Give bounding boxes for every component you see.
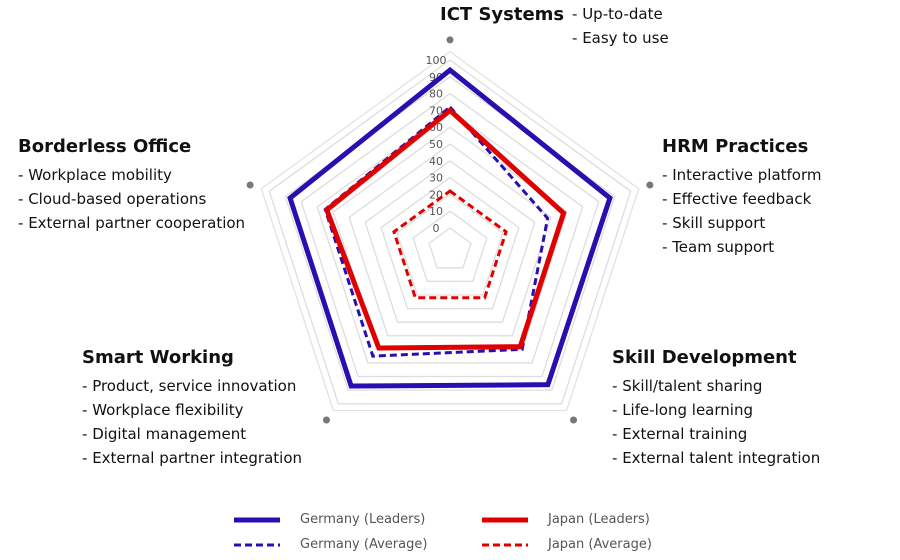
axis-end-dot (246, 181, 254, 189)
grid-ring (412, 210, 488, 283)
radial-tick-label: 50 (429, 138, 443, 151)
axis-end-dot (646, 181, 654, 189)
axis-details-skill-development: Skill/talent sharing Life-long learning … (612, 374, 820, 470)
radial-tick-label: 70 (429, 104, 443, 117)
axis-detail-item: Product, service innovation (82, 374, 302, 398)
grid-ring (428, 227, 472, 269)
axis-details-borderless-office: Workplace mobility Cloud-based operation… (18, 163, 245, 235)
legend-item-japan-leaders: Japan (Leaders) (480, 512, 650, 527)
axis-detail-item: Skill support (662, 211, 822, 235)
axis-detail-item: Effective feedback (662, 187, 822, 211)
axis-detail-item: Life-long learning (612, 398, 820, 422)
radial-tick-label: 100 (426, 54, 447, 67)
axis-end-dots (246, 36, 654, 424)
grid-ring (316, 109, 584, 364)
axis-title-skill-development: Skill Development (612, 347, 797, 368)
axis-title-hrm-practices: HRM Practices (662, 136, 809, 157)
legend-item-germany-average: Germany (Average) (232, 537, 427, 552)
legend-label: Germany (Leaders) (300, 512, 426, 527)
grid-ring (284, 75, 616, 391)
series-germany-average (323, 104, 550, 358)
radar-series (287, 66, 613, 389)
axis-title-smart-working: Smart Working (82, 347, 234, 368)
axis-detail-item: Team support (662, 235, 822, 259)
legend-item-japan-average: Japan (Average) (480, 537, 652, 552)
radial-tick-label: 80 (429, 88, 443, 101)
series-germany-leaders (287, 66, 613, 389)
axis-detail-item: Easy to use (572, 26, 669, 50)
legend-label: Germany (Average) (300, 537, 428, 552)
axis-detail-item: Interactive platform (662, 163, 821, 187)
legend-swatch (234, 517, 280, 522)
grid-ring (268, 59, 632, 405)
axis-details-smart-working: Product, service innovation Workplace fl… (82, 374, 302, 470)
axis-detail-item: External talent integration (612, 446, 820, 470)
axis-end-dot (570, 416, 578, 424)
axis-details-hrm-practices: Interactive platform Effective feedback … (662, 163, 822, 259)
grid-ring (380, 176, 520, 310)
legend-item-germany-leaders: Germany (Leaders) (232, 512, 425, 527)
grid-ring (364, 159, 536, 323)
radial-tick-label: 10 (429, 205, 443, 218)
axis-detail-item: External training (612, 422, 820, 446)
legend-swatch (234, 543, 280, 546)
radial-tick-label: 0 (433, 222, 440, 235)
axis-title-ict-systems: ICT Systems (440, 4, 565, 25)
axis-details-ict-systems: Up-to-date Easy to use (572, 2, 669, 50)
radial-tick-label: 40 (429, 155, 443, 168)
radar-grid (260, 50, 640, 412)
legend-swatch (482, 517, 528, 522)
axis-detail-item: External partner integration (82, 446, 302, 470)
chart-legend: Germany (Leaders) Japan (Leaders) German… (232, 508, 692, 556)
axis-detail-item: Cloud-based operations (18, 187, 245, 211)
axis-detail-item: Digital management (82, 422, 302, 446)
axis-detail-item: Workplace flexibility (82, 398, 302, 422)
grid-ring (348, 143, 552, 337)
radial-tick-label: 30 (429, 172, 443, 185)
series-japan-leaders (323, 107, 567, 351)
grid-ring (396, 193, 504, 296)
axis-end-dot (322, 416, 330, 424)
legend-label: Japan (Leaders) (548, 512, 650, 527)
axis-end-dot (446, 36, 454, 44)
grid-outer-ring (260, 50, 640, 412)
axis-detail-item: Up-to-date (572, 2, 669, 26)
legend-swatch (482, 543, 528, 546)
legend-label: Japan (Average) (548, 537, 652, 552)
grid-ring (300, 92, 600, 378)
axis-detail-item: External partner cooperation (18, 211, 245, 235)
axis-detail-item: Workplace mobility (18, 163, 245, 187)
axis-title-borderless-office: Borderless Office (18, 136, 192, 157)
series-japan-average (392, 189, 508, 300)
axis-detail-item: Skill/talent sharing (612, 374, 820, 398)
